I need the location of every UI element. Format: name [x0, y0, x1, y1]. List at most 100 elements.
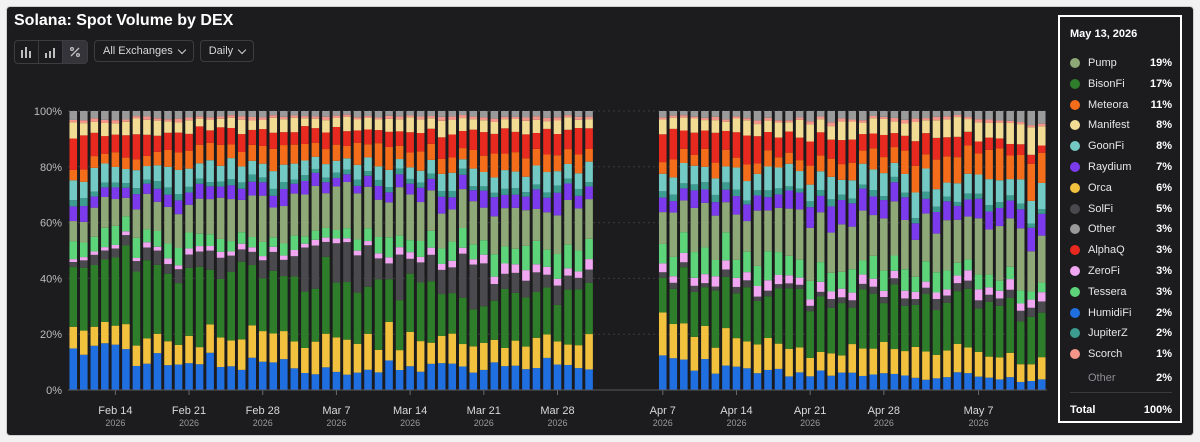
legend-total-value: 100% — [1143, 404, 1172, 416]
legend-value: 2% — [1156, 327, 1172, 340]
bar-segment-scorch — [658, 117, 667, 120]
bar-segment-raydium — [585, 186, 593, 200]
bar-segment-raydium — [322, 182, 330, 194]
bar-segment-bisonfi — [427, 281, 435, 343]
legend-item-alphaq[interactable]: AlphaQ 3% — [1070, 240, 1172, 260]
bar-segment-tessera — [774, 252, 783, 275]
bar-segment-solfi — [469, 264, 478, 310]
bar-segment-solfi — [553, 285, 562, 305]
bar-segment-scorch — [943, 116, 951, 120]
bar-segment-tessera — [585, 238, 593, 260]
percent-icon[interactable] — [63, 41, 87, 63]
bar-segment-humidifi — [680, 359, 688, 390]
bar-chart-small-icon[interactable] — [39, 41, 63, 63]
bar-segment-manifest — [1027, 127, 1035, 155]
bar-segment-pump — [795, 209, 804, 260]
bar-segment-goonfi — [690, 165, 699, 185]
bar-segment-goonfi — [301, 160, 309, 176]
bar-segment-jupiterz — [722, 182, 730, 190]
bar-segment-orca — [206, 324, 214, 353]
bar-segment-solfi — [237, 249, 246, 262]
bar-segment-goonfi — [480, 171, 488, 187]
bar-segment-bisonfi — [322, 256, 330, 334]
bar-segment-alphaq — [322, 132, 330, 150]
bar-segment-raydium — [174, 200, 183, 215]
legend-item-humidifi[interactable]: HumidiFi 2% — [1070, 303, 1172, 323]
bar-segment-bisonfi — [890, 284, 899, 350]
bar-segment-humidifi — [69, 348, 78, 390]
legend-item-orca[interactable]: Orca 6% — [1070, 178, 1172, 198]
legend-item-meteora[interactable]: Meteora 11% — [1070, 95, 1172, 115]
bar-segment-jupiterz — [416, 182, 425, 188]
legend-swatch — [1070, 307, 1080, 318]
bar-segment-other — [501, 111, 509, 117]
legend-item-other-rest[interactable]: Other 2% — [1070, 368, 1172, 388]
bar-segment-jupiterz — [922, 191, 930, 199]
bar-segment-tessera — [332, 230, 341, 239]
bar-segment-pump — [753, 210, 762, 266]
bar-segment-bisonfi — [248, 265, 257, 326]
bar-segment-other — [574, 111, 583, 117]
legend-item-tessera[interactable]: Tessera 3% — [1070, 282, 1172, 302]
legend-item-solfi[interactable]: SolFi 5% — [1070, 199, 1172, 219]
bar-segment-raydium — [216, 186, 225, 198]
bar-segment-humidifi — [111, 344, 120, 390]
bar-segment-solfi — [248, 251, 257, 266]
interval-select[interactable]: Daily — [199, 40, 255, 62]
bar-segment-humidifi — [427, 363, 435, 390]
legend-item-zerofi[interactable]: ZeroFi 3% — [1070, 261, 1172, 281]
bar-segment-meteora — [437, 158, 446, 174]
bar-segment-jupiterz — [206, 182, 214, 187]
legend-label: Raydium — [1088, 161, 1132, 173]
bar-segment-zerofi — [1027, 299, 1035, 308]
bar-segment-raydium — [416, 187, 425, 203]
bar-segment-alphaq — [427, 128, 435, 144]
legend-item-raydium[interactable]: Raydium 7% — [1070, 157, 1172, 177]
bar-chart-icon[interactable] — [15, 41, 39, 63]
bar-segment-orca — [711, 347, 720, 374]
bar-segment-other — [332, 111, 341, 116]
legend-item-pump[interactable]: Pump 19% — [1070, 53, 1172, 73]
bar-segment-other — [322, 111, 330, 117]
bar-segment-raydium — [395, 174, 404, 188]
bar-segment-pump — [69, 221, 78, 242]
legend-item-bisonfi[interactable]: BisonFi 17% — [1070, 74, 1172, 94]
bar-segment-solfi — [111, 248, 120, 258]
bar-segment-zerofi — [837, 288, 846, 298]
bar-segment-tessera — [1016, 290, 1025, 304]
legend-item-goonfi[interactable]: GoonFi 8% — [1070, 136, 1172, 156]
bar-segment-manifest — [301, 118, 309, 127]
bar-segment-scorch — [374, 117, 383, 120]
bar-segment-humidifi — [143, 363, 151, 390]
bar-segment-zerofi — [680, 252, 688, 263]
legend-item-jupiterz[interactable]: JupiterZ 2% — [1070, 323, 1172, 343]
bar-segment-raydium — [237, 188, 246, 200]
legend-item-manifest[interactable]: Manifest 8% — [1070, 115, 1172, 135]
exchange-select[interactable]: All Exchanges — [94, 40, 194, 62]
bar-segment-scorch — [511, 116, 520, 119]
bar-segment-raydium — [806, 207, 814, 228]
bar-segment-bisonfi — [901, 305, 909, 352]
bar-segment-humidifi — [469, 372, 478, 390]
bar-segment-meteora — [227, 144, 235, 159]
bar-segment-pump — [764, 210, 772, 252]
bar-segment-pump — [406, 194, 414, 241]
bar-segment-humidifi — [385, 360, 393, 390]
legend-item-other[interactable]: Other 3% — [1070, 219, 1172, 239]
bar-segment-pump — [290, 193, 299, 236]
bar-segment-tessera — [343, 228, 351, 239]
bar-segment-raydium — [785, 190, 793, 209]
bar-segment-pump — [185, 204, 193, 233]
bar-segment-bisonfi — [153, 264, 162, 334]
bar-segment-zerofi — [427, 247, 435, 255]
bar-segment-raydium — [332, 177, 341, 187]
bar-segment-zerofi — [490, 276, 499, 284]
legend-item-scorch[interactable]: Scorch 1% — [1070, 344, 1172, 364]
bar-segment-jupiterz — [353, 179, 362, 186]
bar-segment-pump — [837, 224, 846, 272]
bar-segment-orca — [458, 344, 467, 367]
bar-segment-humidifi — [448, 363, 457, 390]
bar-segment-meteora — [785, 152, 793, 164]
bar-segment-jupiterz — [932, 206, 941, 213]
bar-segment-other — [206, 111, 214, 118]
